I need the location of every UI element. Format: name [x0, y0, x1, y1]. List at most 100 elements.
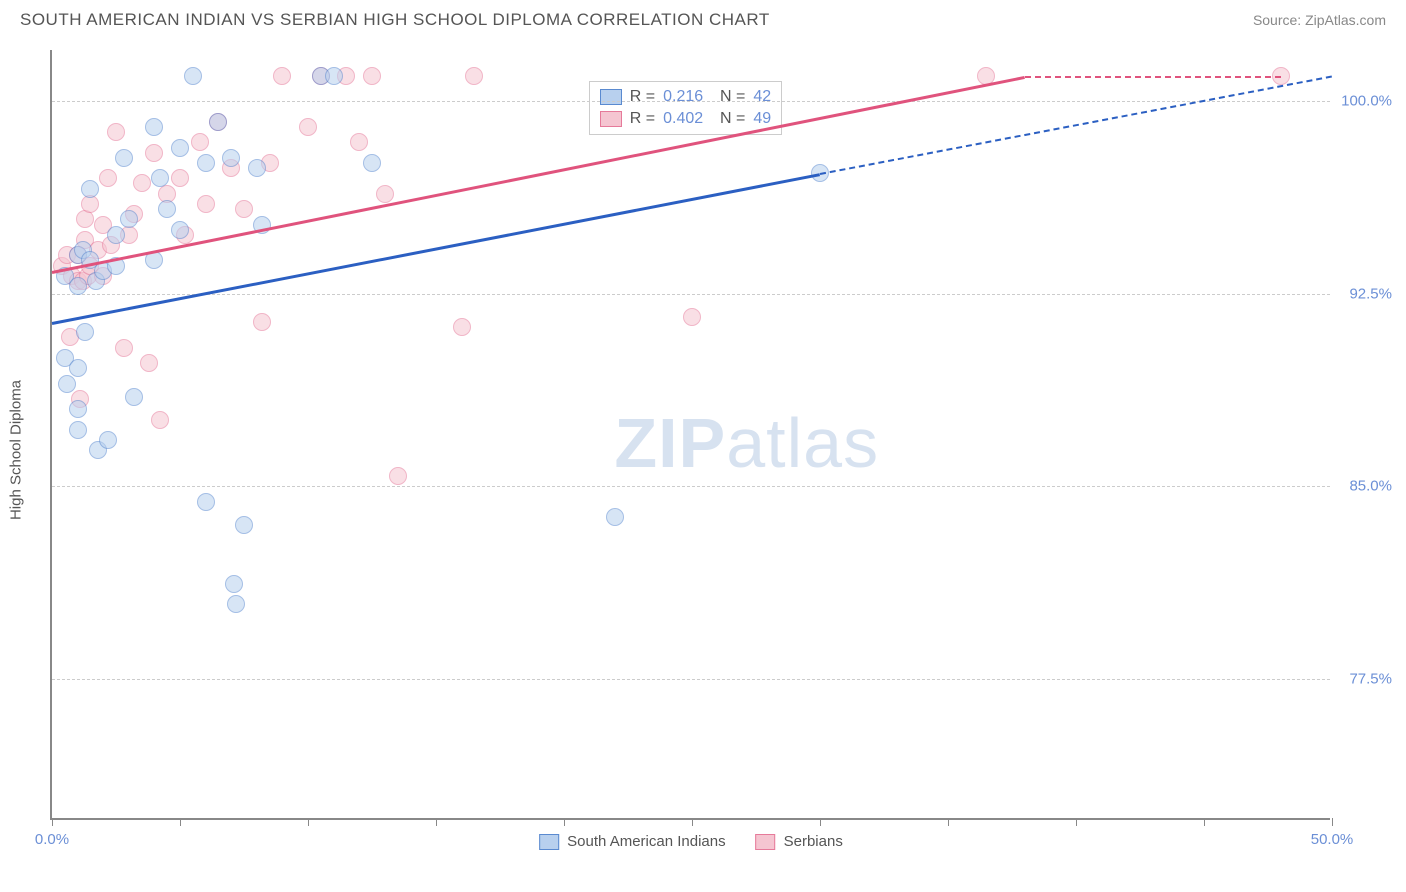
x-tick — [564, 818, 565, 826]
trend-line-dashed — [1025, 76, 1281, 78]
chart-container: High School Diploma ZIPatlas R = 0.216 N… — [20, 40, 1386, 860]
gridline — [52, 101, 1330, 102]
data-point — [363, 67, 381, 85]
legend-n-label: N = — [711, 110, 745, 128]
data-point — [465, 67, 483, 85]
data-point — [389, 467, 407, 485]
legend-stat-row: R = 0.402 N = 49 — [600, 108, 771, 130]
data-point — [222, 149, 240, 167]
data-point — [69, 277, 87, 295]
data-point — [248, 159, 266, 177]
x-tick — [436, 818, 437, 826]
x-tick — [1204, 818, 1205, 826]
data-point — [363, 154, 381, 172]
legend-swatch — [539, 834, 559, 850]
legend-series: South American Indians Serbians — [539, 833, 843, 850]
data-point — [145, 144, 163, 162]
legend-label: South American Indians — [567, 833, 725, 850]
watermark-rest: atlas — [726, 404, 879, 482]
x-tick — [820, 818, 821, 826]
data-point — [69, 400, 87, 418]
y-axis-label: High School Diploma — [8, 380, 25, 520]
data-point — [145, 118, 163, 136]
legend-n-value: 49 — [753, 110, 771, 128]
legend-stats: R = 0.216 N = 42 R = 0.402 N = 49 — [589, 81, 782, 135]
data-point — [606, 508, 624, 526]
legend-r-label: R = — [630, 110, 655, 128]
chart-title: SOUTH AMERICAN INDIAN VS SERBIAN HIGH SC… — [20, 10, 770, 30]
x-tick — [52, 818, 53, 826]
chart-source: Source: ZipAtlas.com — [1253, 12, 1386, 28]
data-point — [125, 388, 143, 406]
data-point — [171, 169, 189, 187]
legend-n-label: N = — [711, 88, 745, 106]
legend-r-value: 0.402 — [663, 110, 703, 128]
data-point — [115, 339, 133, 357]
data-point — [197, 493, 215, 511]
data-point — [99, 169, 117, 187]
gridline — [52, 679, 1330, 680]
legend-swatch — [600, 111, 622, 127]
data-point — [81, 180, 99, 198]
data-point — [158, 200, 176, 218]
data-point — [227, 595, 245, 613]
x-tick — [308, 818, 309, 826]
data-point — [376, 185, 394, 203]
x-tick — [692, 818, 693, 826]
data-point — [115, 149, 133, 167]
watermark: ZIPatlas — [614, 403, 879, 483]
x-tick-label: 0.0% — [35, 831, 69, 848]
gridline — [52, 486, 1330, 487]
data-point — [209, 113, 227, 131]
legend-r-label: R = — [630, 88, 655, 106]
gridline — [52, 294, 1330, 295]
watermark-bold: ZIP — [614, 404, 726, 482]
data-point — [76, 210, 94, 228]
data-point — [197, 154, 215, 172]
data-point — [58, 375, 76, 393]
data-point — [453, 318, 471, 336]
data-point — [69, 421, 87, 439]
data-point — [235, 200, 253, 218]
data-point — [235, 516, 253, 534]
x-tick — [1076, 818, 1077, 826]
data-point — [350, 133, 368, 151]
legend-n-value: 42 — [753, 88, 771, 106]
data-point — [197, 195, 215, 213]
trend-line — [52, 76, 1025, 274]
plot-area: ZIPatlas R = 0.216 N = 42 R = 0.402 N = 4… — [50, 50, 1330, 820]
chart-header: SOUTH AMERICAN INDIAN VS SERBIAN HIGH SC… — [0, 0, 1406, 36]
data-point — [133, 174, 151, 192]
legend-item: South American Indians — [539, 833, 725, 850]
data-point — [225, 575, 243, 593]
data-point — [184, 67, 202, 85]
data-point — [99, 431, 117, 449]
data-point — [76, 323, 94, 341]
data-point — [151, 411, 169, 429]
data-point — [81, 195, 99, 213]
x-tick — [180, 818, 181, 826]
legend-item: Serbians — [756, 833, 843, 850]
data-point — [151, 169, 169, 187]
y-tick-label: 85.0% — [1349, 478, 1392, 495]
data-point — [273, 67, 291, 85]
legend-swatch — [756, 834, 776, 850]
x-tick — [1332, 818, 1333, 826]
y-tick-label: 92.5% — [1349, 285, 1392, 302]
data-point — [69, 359, 87, 377]
data-point — [171, 139, 189, 157]
data-point — [325, 67, 343, 85]
data-point — [253, 313, 271, 331]
y-tick-label: 100.0% — [1341, 93, 1392, 110]
data-point — [683, 308, 701, 326]
data-point — [171, 221, 189, 239]
legend-r-value: 0.216 — [663, 88, 703, 106]
x-tick-label: 50.0% — [1311, 831, 1354, 848]
data-point — [120, 210, 138, 228]
data-point — [107, 226, 125, 244]
data-point — [191, 133, 209, 151]
data-point — [107, 123, 125, 141]
data-point — [299, 118, 317, 136]
data-point — [140, 354, 158, 372]
trend-line-dashed — [820, 76, 1332, 175]
